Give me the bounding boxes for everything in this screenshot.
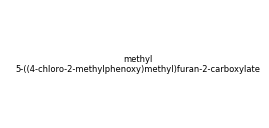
Text: methyl 5-((4-chloro-2-methylphenoxy)methyl)furan-2-carboxylate: methyl 5-((4-chloro-2-methylphenoxy)meth… — [15, 55, 260, 74]
